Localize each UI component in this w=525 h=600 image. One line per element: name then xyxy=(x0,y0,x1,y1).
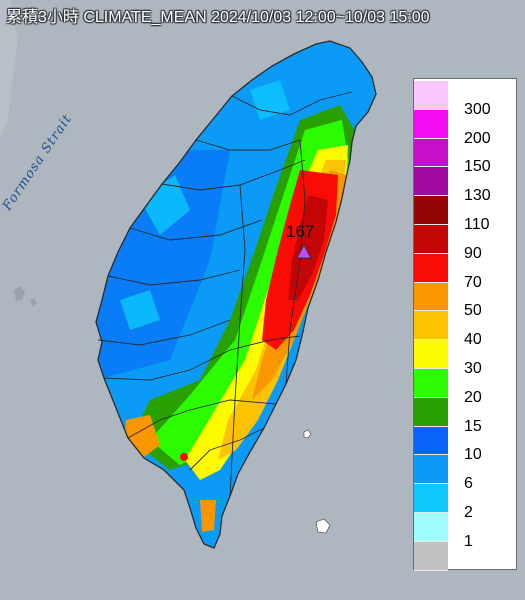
legend-label: 150 xyxy=(464,158,491,176)
legend-bin: 110 xyxy=(414,196,518,233)
legend-label: 40 xyxy=(464,331,482,349)
legend-label: 90 xyxy=(464,244,482,262)
legend-swatch xyxy=(414,311,448,341)
legend-bin: 2 xyxy=(414,484,518,521)
legend-bin: 20 xyxy=(414,369,518,406)
legend-swatch xyxy=(414,397,448,427)
legend-label: 110 xyxy=(464,215,490,233)
legend-bin: 70 xyxy=(414,253,518,291)
legend-bin: 50 xyxy=(414,282,518,319)
legend-label: 30 xyxy=(464,359,482,377)
zone-southwest-orange xyxy=(124,415,216,532)
legend-swatch xyxy=(414,167,448,197)
legend-swatch xyxy=(414,513,448,542)
legend-swatch xyxy=(414,426,448,456)
legend-swatch xyxy=(414,282,448,312)
legend-swatch xyxy=(414,541,448,571)
legend-swatch xyxy=(414,340,448,369)
legend-swatch xyxy=(414,138,448,168)
legend-bin: 200 xyxy=(414,109,518,147)
legend-swatch xyxy=(414,455,448,485)
legend-bin: 6 xyxy=(414,455,518,492)
legend-bin: 1 xyxy=(414,513,518,550)
legend-bin: 300 xyxy=(414,81,518,118)
legend-swatch xyxy=(414,109,448,139)
legend-label: 15 xyxy=(464,417,482,435)
legend-bin xyxy=(414,541,518,571)
rainfall-legend: 300 200 150 130 110 90 70 50 40 30 20 15 10 6 2 1 xyxy=(413,78,518,571)
map-title: 累積3小時 CLIMATE_MEAN 2024/10/03 12:00~10/0… xyxy=(6,9,430,26)
legend-bin: 40 xyxy=(414,311,518,348)
legend-bin: 90 xyxy=(414,225,518,262)
legend-bin: 150 xyxy=(414,138,518,175)
green-island xyxy=(303,429,312,439)
legend-bin: 130 xyxy=(414,167,518,204)
legend-bin: 10 xyxy=(414,426,518,463)
china-coast xyxy=(0,0,18,140)
legend-label: 20 xyxy=(464,388,482,406)
legend-swatch xyxy=(414,253,448,283)
legend-label: 10 xyxy=(464,446,482,464)
legend-swatch xyxy=(414,484,448,513)
legend-label: 300 xyxy=(464,100,491,118)
legend-bin: 30 xyxy=(414,340,518,377)
legend-bin: 15 xyxy=(414,397,518,435)
legend-label: 200 xyxy=(464,129,491,147)
orchid-island xyxy=(315,518,331,534)
legend-swatch xyxy=(414,81,448,110)
zone-cyan-patches xyxy=(120,80,290,330)
legend-label: 6 xyxy=(464,475,473,493)
county-borders xyxy=(95,40,377,549)
legend-swatch xyxy=(414,196,448,225)
zone-spot-red xyxy=(180,453,188,461)
legend-label: 1 xyxy=(464,532,473,550)
penghu-islands xyxy=(14,286,37,307)
legend-swatch xyxy=(414,225,448,254)
legend-label: 50 xyxy=(464,302,482,320)
legend-label: 70 xyxy=(464,273,482,291)
legend-label: 2 xyxy=(464,503,473,521)
legend-swatch xyxy=(414,369,448,398)
peak-marker xyxy=(296,243,312,259)
legend-label: 130 xyxy=(464,187,491,205)
peak-value-label: 167 xyxy=(286,222,315,241)
